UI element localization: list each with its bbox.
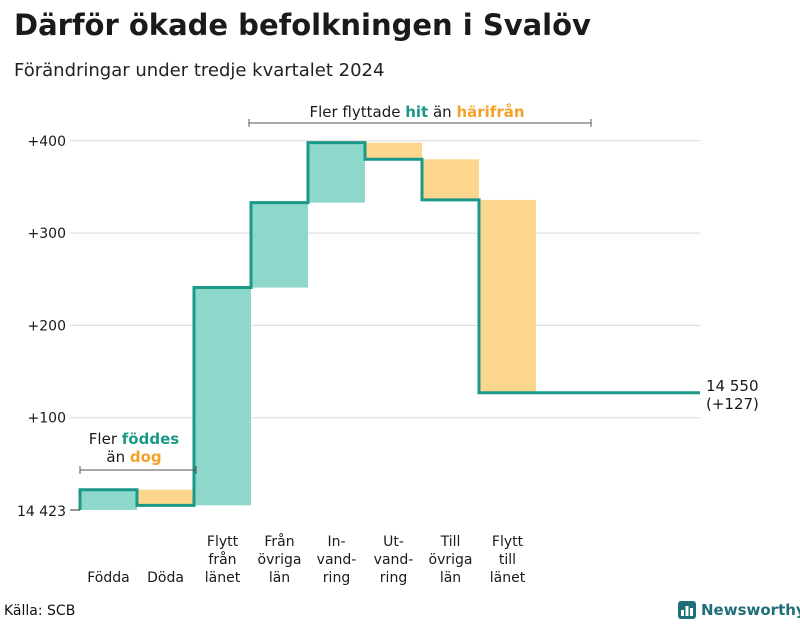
waterfall-bar [308,142,365,203]
x-tick-label: vand- [317,552,357,568]
x-tick-label: Flytt [492,534,524,550]
x-tick-label: vand- [374,552,414,568]
migration-annotation: Fler flyttade hit än härifrån [309,103,524,121]
x-tick-label: Födda [87,570,129,586]
births-annotation-line2: än dog [106,448,161,466]
brand-name: Newsworthy [701,601,800,619]
x-tick-label: Döda [147,570,184,586]
x-tick-label: länet [205,570,241,586]
page-title: Därför ökade befolkningen i Svalöv [14,8,591,42]
waterfall-bar [479,199,536,393]
grid-lines [70,140,700,419]
x-tick-label: län [269,570,290,586]
x-tick-label: länet [490,570,526,586]
x-tick-label: ring [323,570,350,586]
x-tick-label: från [208,551,236,568]
y-axis: +100 +200 +300 +400 14 423 [17,134,80,520]
x-tick-label: övriga [429,552,473,568]
waterfall-bar [194,287,251,506]
cumulative-line [78,141,700,510]
step-line [78,141,700,510]
x-tick-label: län [440,570,461,586]
end-total-label: 14 550 [706,377,759,395]
x-tick-label: ring [380,570,407,586]
waterfall-bar [251,202,308,288]
x-axis: Födda DödaFlyttfrånlänetFrånövrigalänIn-v… [87,533,525,586]
x-tick-label: Flytt [207,534,239,550]
bar-chart-icon [678,601,696,619]
x-tick-label: övriga [258,552,302,568]
brand-logo: Newsworthy [678,601,800,619]
x-tick-label: till [499,552,516,568]
waterfall-bar [80,489,137,510]
y-tick-label: +300 [28,226,66,242]
y-tick-label: 14 423 [17,504,66,520]
waterfall-bar [137,489,194,506]
waterfall-bar [365,142,422,160]
x-tick-label: In- [327,534,345,550]
page-subtitle: Förändringar under tredje kvartalet 2024 [14,60,385,81]
y-tick-label: +100 [28,411,66,427]
end-change-label: (+127) [706,395,759,413]
y-tick-label: +200 [28,318,66,334]
waterfall-bar [422,159,479,200]
source-note: Källa: SCB [4,603,76,619]
births-annotation: Fler föddes [89,430,179,448]
bars [80,142,536,510]
y-tick-label: +400 [28,134,66,150]
x-tick-label: Till [440,534,461,550]
x-tick-label: Från [264,533,294,550]
x-tick-label: Ut- [383,534,404,550]
